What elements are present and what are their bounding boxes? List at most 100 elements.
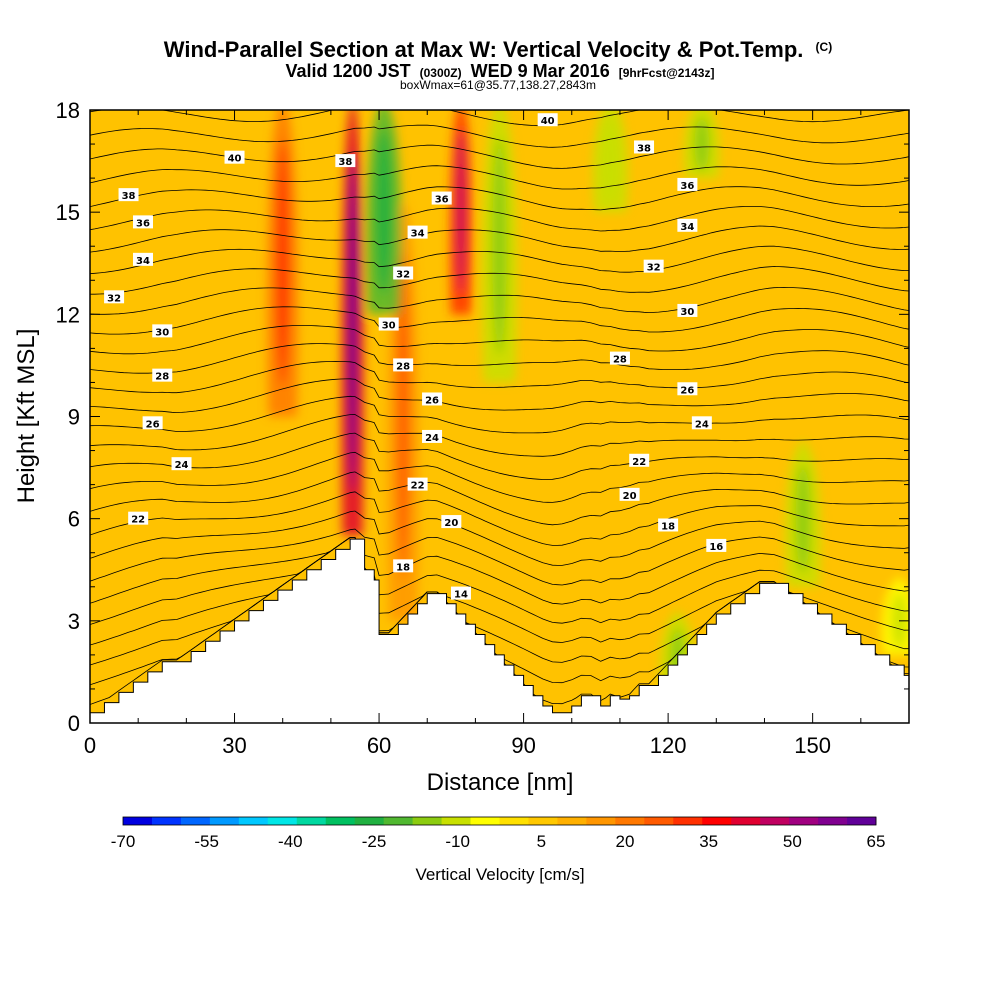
isentrope-40	[90, 110, 909, 127]
isentrope-label-box-27	[629, 453, 650, 467]
isentrope-label-box-21	[677, 382, 698, 396]
isentrope-label-6: 36	[680, 181, 694, 192]
chart-subtitle: Valid 1200 JST (0300Z) WED 9 Mar 2016 [9…	[286, 61, 715, 81]
isentrope-label-box-22	[142, 416, 163, 430]
velocity-core-1	[456, 130, 466, 294]
colorbar-swatch-16	[586, 817, 616, 825]
isentrope-label-box-14	[378, 317, 399, 331]
isentrope-label-10: 34	[136, 256, 150, 267]
isentrope-label-box-28	[128, 511, 149, 525]
isentrope-label-box-3	[634, 140, 655, 154]
y-tick-label: 9	[68, 405, 80, 430]
isentrope-label-12: 32	[647, 263, 661, 274]
isentrope-label-box-7	[132, 215, 153, 229]
isentrope-label-11: 32	[396, 269, 410, 280]
colorbar: -70 -55 -40 -25 -10 5 20 35 50 65	[111, 816, 886, 851]
velocity-core-8	[795, 464, 811, 574]
colorbar-swatch-21	[731, 817, 761, 825]
isentrope-label-19: 28	[155, 372, 169, 383]
colorbar-tick-label: 65	[867, 832, 886, 851]
colorbar-swatch-7	[325, 817, 356, 825]
x-tick-label: 150	[794, 733, 831, 758]
isentrope-label-4: 38	[122, 191, 136, 202]
colorbar-tick-label: 20	[616, 832, 635, 851]
colorbar-swatch-6	[296, 817, 327, 825]
isentrope-label-18: 28	[613, 355, 627, 366]
isentrope-16	[90, 537, 909, 625]
colorbar-tick-label: 50	[783, 832, 802, 851]
plot-area: 40 40 38 38 38 36 36 36 34 34 34 32 32 32 30 30 30 28 28 28…	[90, 110, 909, 723]
colorbar-swatch-0	[123, 817, 153, 825]
isentrope-label-34: 14	[454, 590, 468, 601]
colorbar-swatch-18	[644, 817, 674, 825]
x-tick-label: 60	[367, 733, 391, 758]
colorbar-swatch-24	[818, 817, 848, 825]
colorbar-tick-label: -10	[445, 832, 470, 851]
colorbar-label: Vertical Velocity [cm/s]	[415, 865, 584, 884]
isentrope-label-box-6	[677, 177, 698, 191]
y-tick-label: 6	[68, 507, 80, 532]
isentrope-label-17: 28	[396, 361, 410, 372]
isentrope-39	[90, 124, 909, 148]
colorbar-swatch-25	[847, 817, 877, 825]
isentrope-label-box-26	[407, 477, 428, 491]
terrain	[90, 538, 909, 723]
isentrope-label-15: 30	[680, 307, 694, 318]
isentrope-label-box-1	[537, 113, 558, 127]
isentrope-label-23: 24	[425, 433, 439, 444]
velocity-core-0	[348, 152, 358, 494]
isentrope-21	[90, 471, 909, 526]
isentrope-27	[90, 360, 909, 394]
isentrope-label-box-20	[422, 392, 443, 406]
x-tick-label: 30	[222, 733, 246, 758]
colorbar-swatch-10	[412, 817, 442, 825]
isentrope-label-25: 24	[175, 460, 189, 471]
isentrope-label-21: 26	[680, 385, 694, 396]
isentrope-28	[90, 343, 909, 374]
colorbar-swatch-20	[702, 817, 732, 825]
isentrope-label-1: 40	[541, 116, 555, 127]
velocity-core-6	[603, 120, 618, 202]
isentrope-label-box-32	[393, 559, 414, 573]
colorbar-tick-label: -40	[278, 832, 303, 851]
isentrope-25	[90, 395, 909, 434]
colorbar-swatch-5	[267, 817, 298, 825]
y-tick-label: 15	[56, 200, 80, 225]
isentrope-label-8: 34	[411, 229, 425, 240]
isentrope-label-box-13	[104, 290, 125, 304]
isentrope-24	[90, 414, 909, 457]
isentrope-label-5: 36	[435, 195, 449, 206]
colorbar-swatch-19	[673, 817, 703, 825]
isentrope-label-box-2	[335, 154, 356, 168]
chart-subtitle-box: boxWmax=61@35.77,138.27,2843m	[400, 78, 596, 92]
velocity-core-3	[276, 140, 290, 386]
isentrope-label-box-0	[224, 150, 245, 164]
x-axis: 0 30 60 90 120 150	[84, 110, 910, 758]
colorbar-tick-label: 35	[699, 832, 718, 851]
isentrope-label-box-29	[441, 515, 462, 529]
colorbar-swatch-8	[354, 817, 385, 825]
colorbar-tick-label: 5	[537, 832, 546, 851]
chart-title: Wind-Parallel Section at Max W: Vertical…	[164, 37, 832, 62]
isentrope-19	[90, 510, 909, 566]
isentrope-label-24: 24	[695, 419, 709, 430]
isentrope-label-box-31	[658, 518, 679, 532]
heatmap-features	[267, 110, 909, 700]
isentrope-labels: 40 40 38 38 38 36 36 36 34 34 34 32 32 32 30 30 30 28 28 28…	[104, 113, 727, 601]
isentrope-23	[90, 432, 909, 480]
isentrope-label-32: 18	[396, 562, 410, 573]
isentrope-37	[90, 165, 909, 190]
colorbar-swatch-23	[789, 817, 819, 825]
isentrope-label-9: 34	[680, 222, 694, 233]
subtitle-utc: (0300Z)	[420, 66, 462, 80]
isentrope-label-20: 26	[425, 395, 439, 406]
isentrope-label-28: 22	[131, 515, 145, 526]
isentrope-30	[90, 306, 909, 335]
colorbar-swatch-12	[470, 817, 500, 825]
isentrope-label-box-33	[706, 538, 727, 552]
isentrope-label-27: 22	[632, 457, 646, 468]
isentrope-32	[90, 266, 909, 295]
isentrope-35	[90, 206, 909, 232]
